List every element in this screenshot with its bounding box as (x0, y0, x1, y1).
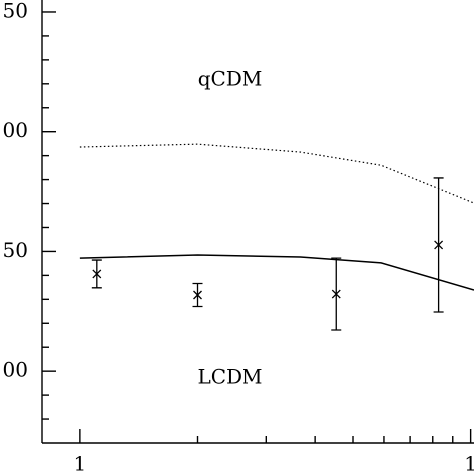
line (79, 143, 474, 204)
line (79, 254, 474, 291)
y-tick-label: 50 (3, 0, 28, 22)
data-point (434, 240, 444, 250)
data-point (193, 290, 202, 300)
data-point (331, 289, 341, 299)
x-tick-label: 1 (464, 452, 474, 474)
annotation: qCDM (198, 67, 263, 91)
y-tick-label: 00 (3, 118, 28, 142)
x-tick-label: 1 (74, 452, 87, 474)
data-point (92, 269, 102, 279)
y-tick-label: 50 (3, 238, 28, 262)
annotation: LCDM (197, 365, 262, 389)
y-tick-label: 00 (3, 358, 28, 382)
